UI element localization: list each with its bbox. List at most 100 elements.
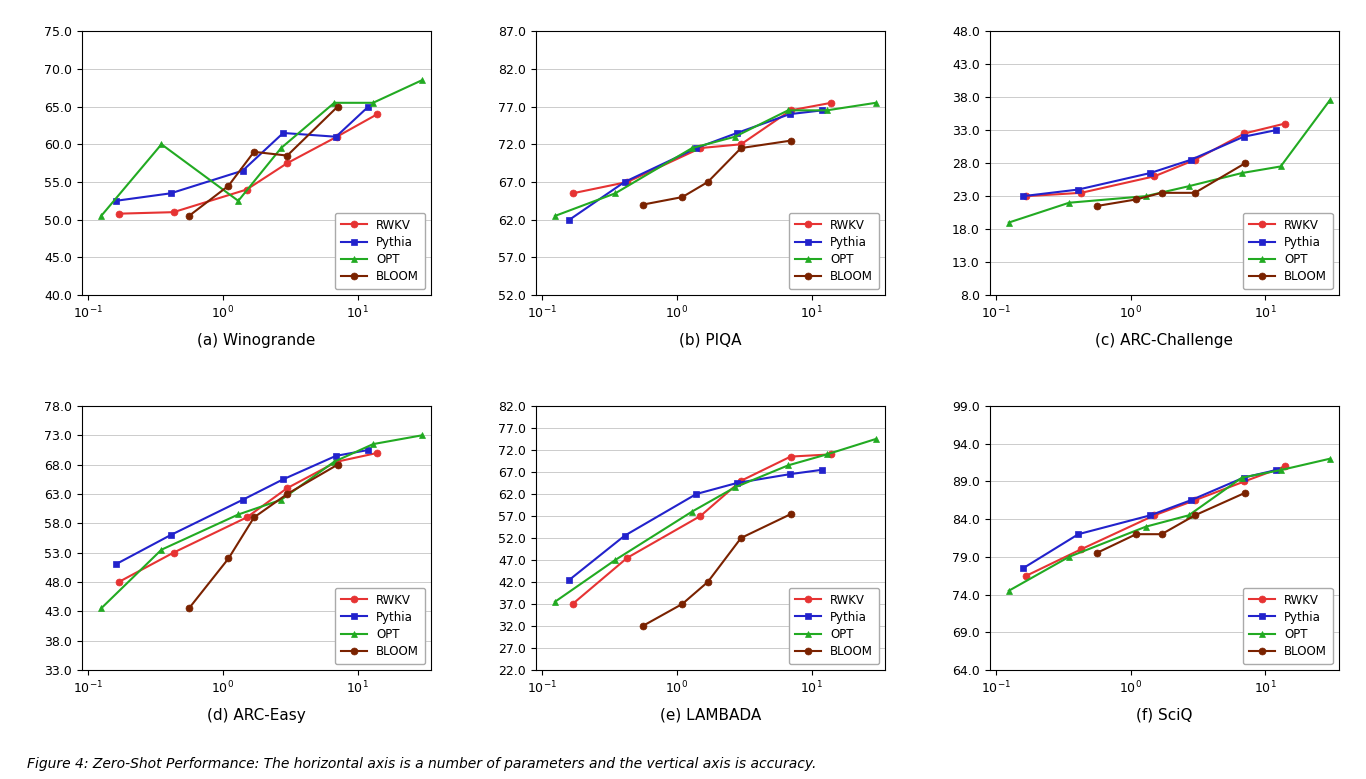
Title: (b) PIQA: (b) PIQA: [679, 333, 742, 348]
OPT: [818, 106, 835, 115]
Line: BLOOM: BLOOM: [639, 137, 795, 208]
OPT: [93, 211, 109, 220]
Title: (a) Winogrande: (a) Winogrande: [197, 333, 316, 348]
RWKV: [1018, 571, 1034, 580]
OPT: [727, 132, 743, 142]
OPT: [1233, 168, 1250, 178]
OPT: [1138, 192, 1154, 201]
BLOOM: [180, 211, 197, 220]
RWKV: [279, 484, 295, 493]
RWKV: [1277, 119, 1294, 129]
Pythia: [328, 132, 344, 142]
Pythia: [1268, 465, 1284, 474]
BLOOM: [220, 554, 236, 563]
OPT: [414, 76, 430, 85]
OPT: [1321, 454, 1337, 464]
OPT: [1180, 511, 1197, 520]
Line: RWKV: RWKV: [1023, 463, 1288, 579]
BLOOM: [329, 460, 346, 469]
RWKV: [1072, 545, 1089, 554]
BLOOM: [1089, 548, 1105, 558]
BLOOM: [783, 136, 799, 145]
Line: BLOOM: BLOOM: [186, 461, 342, 612]
OPT: [273, 143, 290, 153]
OPT: [780, 106, 796, 115]
RWKV: [732, 476, 749, 485]
RWKV: [619, 553, 635, 562]
RWKV: [1277, 462, 1294, 471]
BLOOM: [1238, 158, 1254, 167]
BLOOM: [635, 622, 652, 631]
BLOOM: [635, 200, 652, 210]
Pythia: [688, 143, 705, 153]
Pythia: [561, 215, 578, 224]
OPT: [326, 98, 343, 108]
Pythia: [1142, 511, 1158, 520]
RWKV: [824, 98, 840, 108]
OPT: [365, 98, 381, 108]
OPT: [867, 435, 884, 444]
BLOOM: [1089, 201, 1105, 210]
BLOOM: [279, 151, 295, 160]
BLOOM: [246, 147, 262, 157]
Legend: RWKV, Pythia, OPT, BLOOM: RWKV, Pythia, OPT, BLOOM: [788, 588, 878, 664]
Line: RWKV: RWKV: [115, 111, 381, 217]
OPT: [153, 139, 169, 149]
Pythia: [108, 196, 124, 206]
Pythia: [729, 129, 746, 138]
Pythia: [275, 129, 291, 138]
Line: Pythia: Pythia: [1020, 127, 1280, 199]
Text: Figure 4: Zero-Shot Performance: The horizontal axis is a number of parameters a: Figure 4: Zero-Shot Performance: The hor…: [27, 757, 817, 771]
Pythia: [108, 559, 124, 569]
OPT: [93, 604, 109, 613]
RWKV: [279, 158, 295, 167]
Pythia: [163, 189, 179, 198]
Line: BLOOM: BLOOM: [639, 510, 795, 629]
Line: BLOOM: BLOOM: [186, 103, 342, 220]
Pythia: [1235, 473, 1251, 482]
BLOOM: [783, 509, 799, 519]
Line: Pythia: Pythia: [566, 107, 825, 223]
RWKV: [239, 185, 255, 194]
OPT: [780, 460, 796, 470]
Pythia: [1015, 192, 1031, 201]
Line: OPT: OPT: [552, 435, 880, 605]
BLOOM: [732, 143, 749, 153]
Pythia: [235, 495, 251, 505]
OPT: [607, 189, 623, 198]
Pythia: [1015, 563, 1031, 573]
RWKV: [165, 548, 182, 557]
Pythia: [1070, 185, 1086, 194]
BLOOM: [699, 178, 716, 187]
Pythia: [1183, 495, 1199, 505]
OPT: [684, 507, 701, 516]
RWKV: [1187, 495, 1203, 505]
Title: (d) ARC-Easy: (d) ARC-Easy: [208, 707, 306, 723]
OPT: [326, 457, 343, 467]
Pythia: [1268, 125, 1284, 135]
RWKV: [165, 207, 182, 217]
OPT: [1180, 182, 1197, 191]
Legend: RWKV, Pythia, OPT, BLOOM: RWKV, Pythia, OPT, BLOOM: [335, 588, 425, 664]
Legend: RWKV, Pythia, OPT, BLOOM: RWKV, Pythia, OPT, BLOOM: [335, 213, 425, 289]
BLOOM: [1187, 189, 1203, 198]
Legend: RWKV, Pythia, OPT, BLOOM: RWKV, Pythia, OPT, BLOOM: [1243, 588, 1333, 664]
OPT: [684, 143, 701, 153]
RWKV: [329, 457, 346, 467]
Title: (f) SciQ: (f) SciQ: [1137, 707, 1193, 723]
BLOOM: [1153, 530, 1169, 539]
Title: (e) LAMBADA: (e) LAMBADA: [660, 707, 761, 723]
Pythia: [781, 109, 798, 118]
RWKV: [693, 143, 709, 153]
RWKV: [369, 109, 385, 118]
Line: BLOOM: BLOOM: [1093, 489, 1249, 556]
BLOOM: [1128, 195, 1145, 204]
BLOOM: [329, 102, 346, 111]
BLOOM: [673, 599, 690, 608]
BLOOM: [699, 577, 716, 587]
OPT: [1001, 586, 1018, 595]
Pythia: [616, 531, 632, 541]
Line: RWKV: RWKV: [115, 449, 381, 586]
Line: OPT: OPT: [1005, 455, 1333, 594]
Line: OPT: OPT: [1005, 97, 1333, 226]
